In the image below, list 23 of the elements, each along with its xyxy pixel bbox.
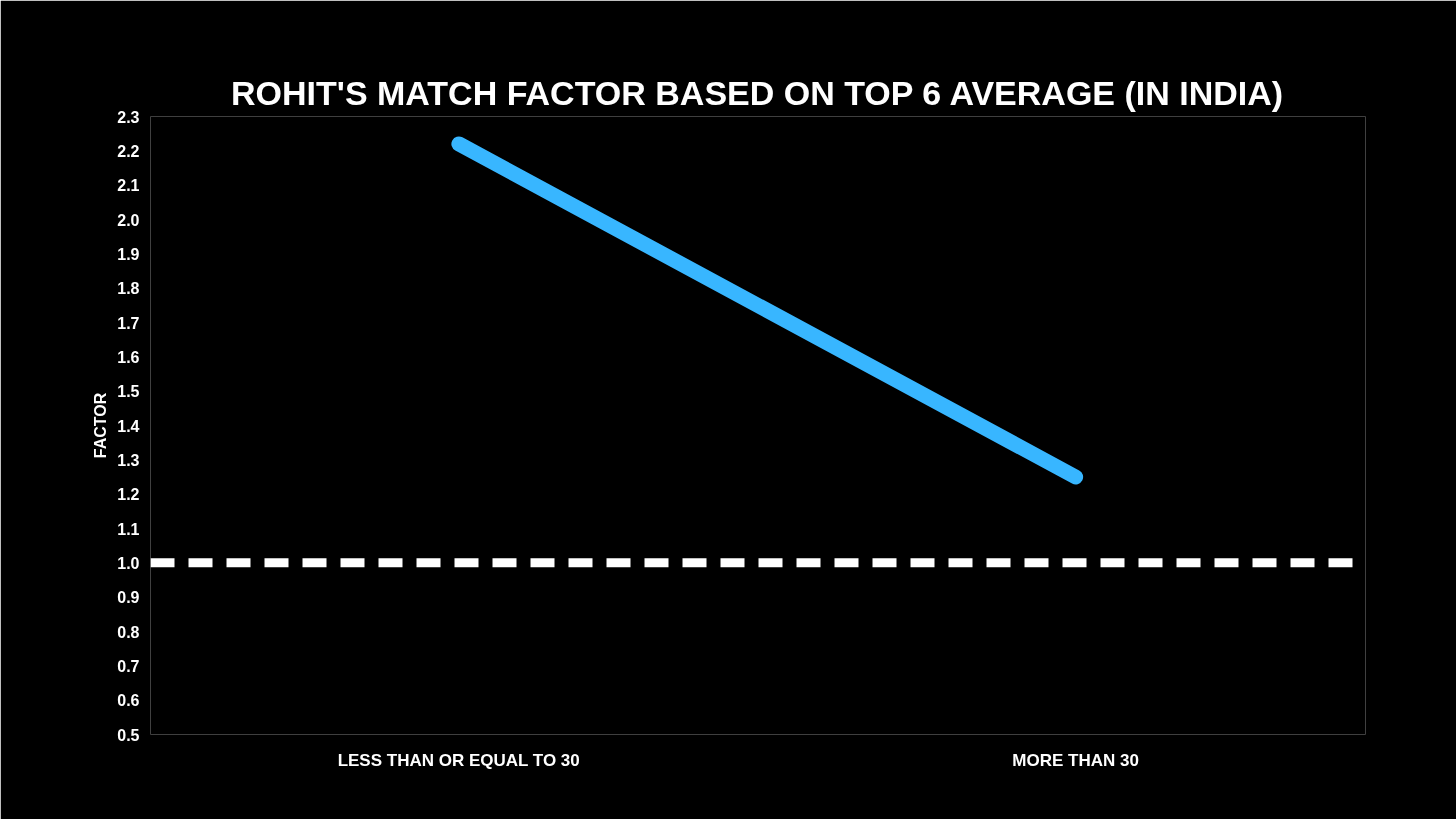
y-tick-label: 1.0 — [117, 554, 140, 572]
y-tick-label: 0.8 — [117, 623, 140, 641]
y-axis-title: FACTOR — [92, 392, 110, 459]
y-tick-label: 1.9 — [117, 245, 140, 263]
y-tick-label: 1.3 — [117, 451, 140, 469]
y-tick-label: 2.1 — [117, 177, 140, 195]
y-tick-label: 1.5 — [117, 383, 140, 401]
y-tick-label: 1.6 — [117, 348, 140, 366]
x-tick-label: LESS THAN OR EQUAL TO 30 — [337, 750, 580, 770]
y-tick-label: 2.2 — [117, 142, 140, 160]
y-tick-label: 2.0 — [117, 211, 140, 229]
y-tick-label: 1.8 — [117, 280, 140, 298]
y-tick-label: 1.2 — [117, 486, 140, 504]
y-tick-label: 0.5 — [117, 726, 140, 744]
chart-title: ROHIT'S MATCH FACTOR BASED ON TOP 6 AVERAGE (IN INDIA) — [231, 73, 1284, 112]
y-tick-label: 0.6 — [117, 692, 140, 710]
y-tick-label: 0.7 — [117, 657, 140, 675]
y-tick-label: 2.3 — [117, 108, 140, 126]
y-tick-label: 1.7 — [117, 314, 140, 332]
y-tick-label: 1.1 — [117, 520, 140, 538]
y-tick-label: 0.9 — [117, 589, 140, 607]
y-tick-label: 1.4 — [117, 417, 140, 435]
x-tick-label: MORE THAN 30 — [1012, 750, 1139, 770]
